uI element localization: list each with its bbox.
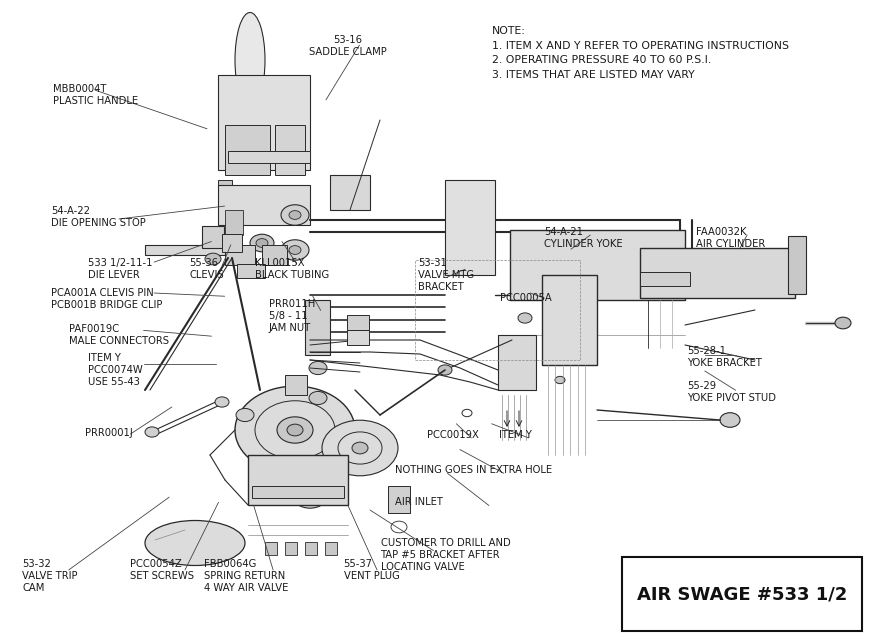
Text: KLL0015X
BLACK TUBING: KLL0015X BLACK TUBING bbox=[255, 258, 329, 279]
Bar bbox=[640, 248, 795, 298]
Text: 53-16
SADDLE CLAMP: 53-16 SADDLE CLAMP bbox=[309, 35, 387, 57]
Bar bbox=[542, 275, 597, 365]
Bar bbox=[325, 542, 337, 555]
Circle shape bbox=[555, 376, 565, 384]
Bar bbox=[218, 185, 310, 225]
Text: PCC0054Z
SET SCREWS: PCC0054Z SET SCREWS bbox=[130, 559, 195, 581]
Circle shape bbox=[277, 417, 313, 443]
Bar bbox=[145, 245, 225, 255]
Circle shape bbox=[518, 347, 532, 357]
Circle shape bbox=[256, 239, 268, 247]
Circle shape bbox=[145, 427, 159, 437]
Circle shape bbox=[302, 489, 318, 501]
Bar bbox=[445, 180, 495, 275]
Circle shape bbox=[236, 408, 254, 422]
Bar bbox=[510, 230, 685, 300]
Circle shape bbox=[292, 482, 328, 508]
Text: PAF0019C
MALE CONNECTORS: PAF0019C MALE CONNECTORS bbox=[69, 324, 169, 346]
Circle shape bbox=[720, 413, 740, 428]
Circle shape bbox=[518, 313, 532, 323]
Text: ITEM Y
PCC0074W
USE 55-43: ITEM Y PCC0074W USE 55-43 bbox=[88, 353, 143, 387]
Bar bbox=[622, 557, 862, 631]
Text: 533 1/2-11-1
DIE LEVER: 533 1/2-11-1 DIE LEVER bbox=[88, 258, 152, 279]
Text: 53-31
VALVE MTG
BRACKET: 53-31 VALVE MTG BRACKET bbox=[418, 258, 475, 292]
Circle shape bbox=[281, 240, 309, 260]
Text: NOTE:
1. ITEM X AND Y REFER TO OPERATING INSTRUCTIONS
2. OPERATING PRESSURE 40 T: NOTE: 1. ITEM X AND Y REFER TO OPERATING… bbox=[492, 26, 788, 80]
Bar bbox=[262, 245, 287, 265]
Bar bbox=[330, 175, 370, 210]
Circle shape bbox=[309, 392, 327, 404]
Circle shape bbox=[289, 211, 301, 220]
Bar bbox=[285, 375, 307, 395]
Bar bbox=[788, 236, 806, 294]
Bar bbox=[347, 315, 369, 330]
Bar bbox=[228, 151, 310, 163]
Bar bbox=[305, 300, 330, 355]
Text: PRR011H
5/8 - 11
JAM NUT: PRR011H 5/8 - 11 JAM NUT bbox=[269, 299, 315, 334]
Bar bbox=[225, 125, 270, 175]
Bar bbox=[225, 245, 255, 265]
Bar bbox=[228, 125, 272, 150]
Circle shape bbox=[287, 424, 303, 436]
Bar bbox=[640, 272, 690, 286]
Bar bbox=[222, 234, 242, 252]
Text: 53-32
VALVE TRIP
CAM: 53-32 VALVE TRIP CAM bbox=[22, 559, 78, 593]
Text: 55-37
VENT PLUG: 55-37 VENT PLUG bbox=[344, 559, 399, 581]
Bar bbox=[347, 330, 369, 345]
Text: PCC0005A: PCC0005A bbox=[500, 293, 552, 303]
Bar bbox=[305, 542, 317, 555]
Text: AIR SWAGE #533 1/2: AIR SWAGE #533 1/2 bbox=[637, 585, 847, 603]
Circle shape bbox=[250, 234, 274, 252]
Text: PCC0019X: PCC0019X bbox=[427, 430, 479, 440]
Bar bbox=[225, 210, 243, 235]
Circle shape bbox=[322, 421, 398, 476]
Bar bbox=[285, 542, 297, 555]
Text: PRR0001J: PRR0001J bbox=[85, 428, 132, 439]
Circle shape bbox=[352, 442, 368, 454]
Bar bbox=[218, 75, 310, 170]
Circle shape bbox=[438, 365, 452, 375]
Circle shape bbox=[281, 205, 309, 225]
Text: ITEM Y: ITEM Y bbox=[499, 430, 531, 440]
Bar bbox=[237, 264, 265, 278]
Circle shape bbox=[205, 253, 221, 265]
Text: CUSTOMER TO DRILL AND
TAP #5 BRACKET AFTER
LOCATING VALVE: CUSTOMER TO DRILL AND TAP #5 BRACKET AFT… bbox=[381, 538, 510, 572]
Text: 55-28-1
YOKE BRACKET: 55-28-1 YOKE BRACKET bbox=[687, 346, 762, 368]
Circle shape bbox=[309, 361, 327, 375]
Circle shape bbox=[215, 397, 229, 407]
Text: NOTHING GOES IN EXTRA HOLE: NOTHING GOES IN EXTRA HOLE bbox=[395, 465, 552, 475]
Bar bbox=[202, 226, 224, 248]
Bar bbox=[415, 260, 580, 360]
Bar bbox=[248, 455, 348, 505]
Bar bbox=[498, 335, 536, 390]
Text: AIR INLET: AIR INLET bbox=[395, 497, 442, 507]
Bar bbox=[252, 486, 344, 498]
Bar bbox=[388, 486, 410, 513]
Ellipse shape bbox=[145, 520, 245, 565]
Text: 55-29
YOKE PIVOT STUD: 55-29 YOKE PIVOT STUD bbox=[687, 381, 776, 403]
Text: FBB0064G
SPRING RETURN
4 WAY AIR VALVE: FBB0064G SPRING RETURN 4 WAY AIR VALVE bbox=[204, 559, 289, 593]
Text: PCA001A CLEVIS PIN
PCB001B BRIDGE CLIP: PCA001A CLEVIS PIN PCB001B BRIDGE CLIP bbox=[51, 288, 162, 310]
Text: MBB0004T
PLASTIC HANDLE: MBB0004T PLASTIC HANDLE bbox=[53, 84, 138, 106]
Text: 54-A-22
DIE OPENING STOP: 54-A-22 DIE OPENING STOP bbox=[51, 206, 146, 228]
Ellipse shape bbox=[235, 12, 265, 108]
Text: 54-A-21
CYLINDER YOKE: 54-A-21 CYLINDER YOKE bbox=[544, 227, 623, 249]
Bar bbox=[265, 542, 277, 555]
Text: FAA0032K
AIR CYLINDER: FAA0032K AIR CYLINDER bbox=[696, 227, 766, 249]
Text: 55-36
CLEVIS: 55-36 CLEVIS bbox=[189, 258, 224, 279]
Bar bbox=[275, 125, 305, 175]
Circle shape bbox=[235, 386, 355, 474]
Circle shape bbox=[289, 245, 301, 254]
Bar bbox=[218, 180, 232, 200]
Circle shape bbox=[835, 317, 851, 329]
